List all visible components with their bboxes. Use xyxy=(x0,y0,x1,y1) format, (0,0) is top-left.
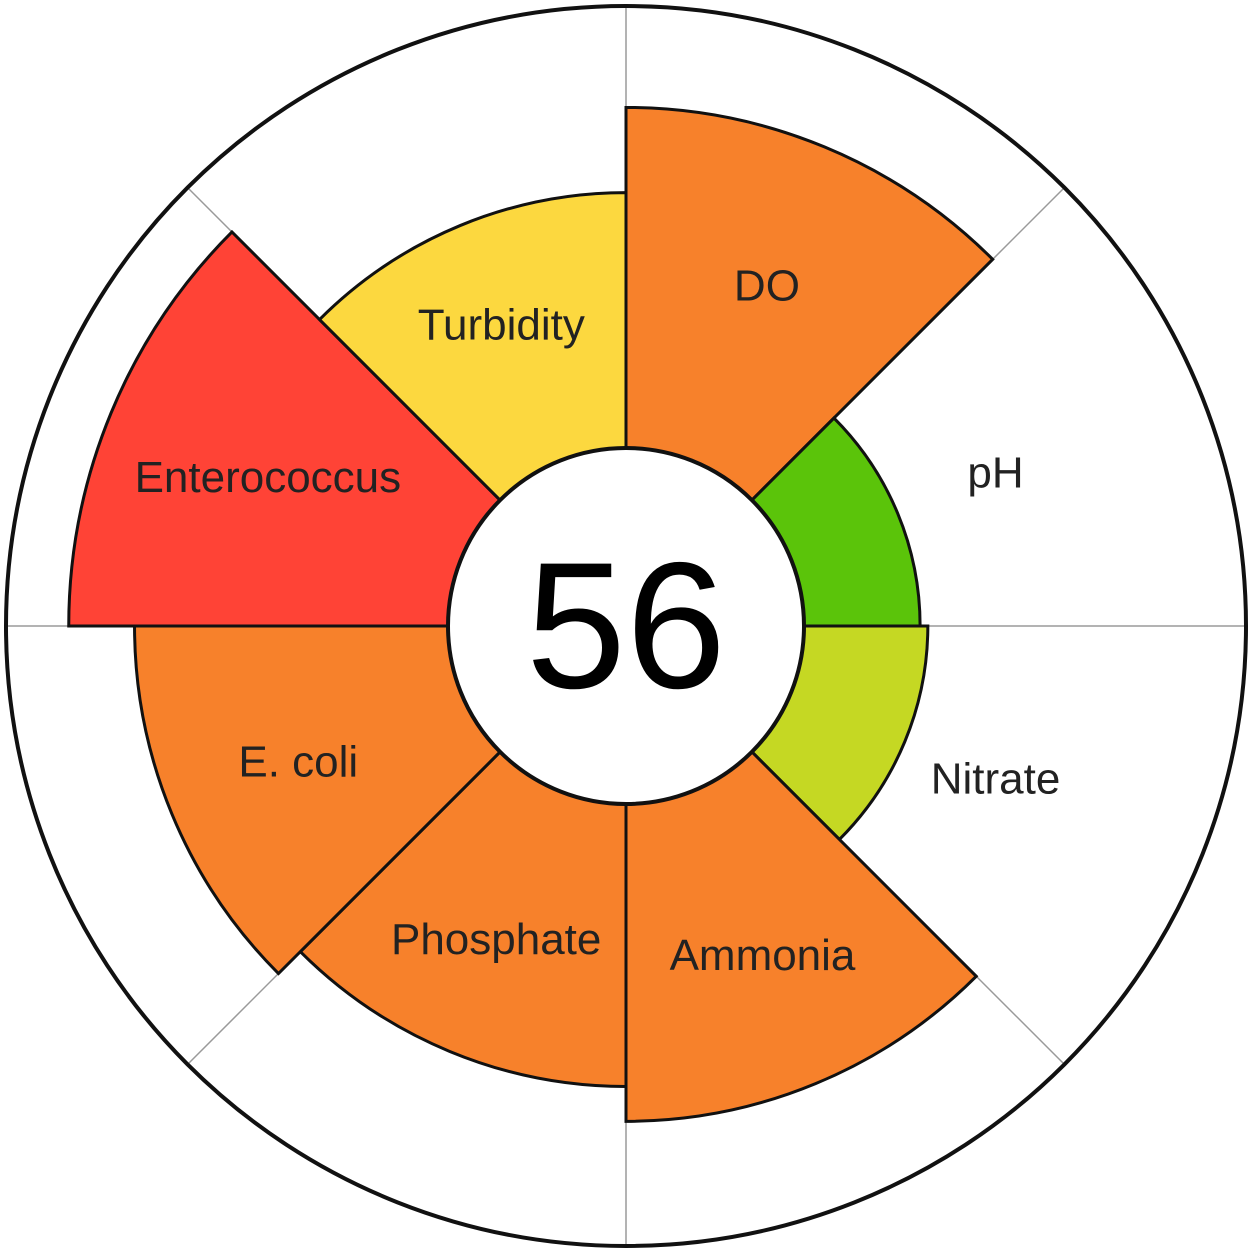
segment-labels: DO pH Nitrate Ammonia Phosphate E. coli Entero… xyxy=(135,261,1061,980)
segment-label: pH xyxy=(967,448,1023,497)
segment-label: E. coli xyxy=(238,737,358,786)
segment-label: Turbidity xyxy=(418,301,585,350)
segment-label: Nitrate xyxy=(931,755,1061,804)
center-circle xyxy=(446,446,806,806)
segment-label: DO xyxy=(734,261,800,310)
segments xyxy=(67,105,995,1123)
segment-label: Enterococcus xyxy=(135,453,402,502)
outer-ring xyxy=(4,4,1248,1248)
center-score: 56 xyxy=(526,526,726,727)
segment-label: Phosphate xyxy=(391,915,601,964)
segment-label: Ammonia xyxy=(670,931,856,980)
